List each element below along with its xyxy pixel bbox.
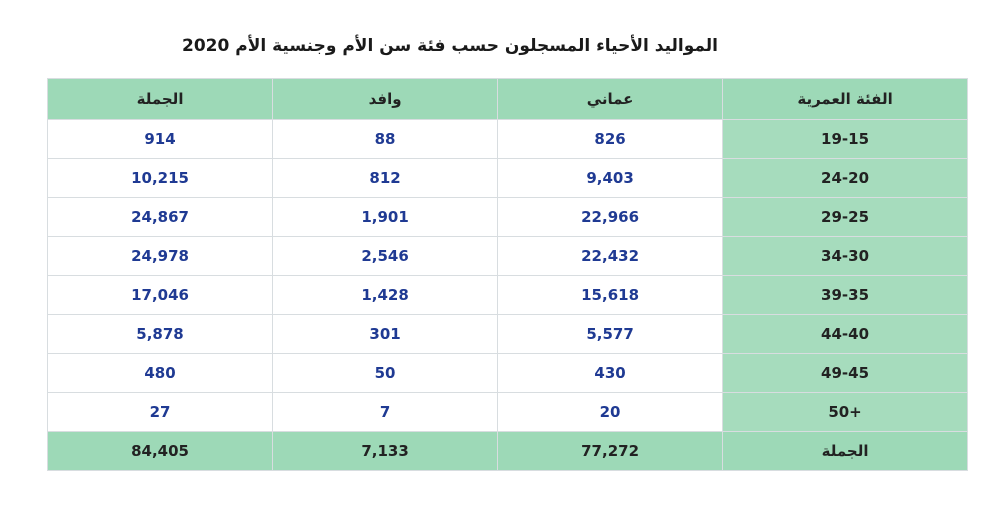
age-group: 39-35 [722, 275, 968, 315]
cell: 15,618 [497, 275, 724, 315]
column-header: عماني [497, 78, 724, 120]
age-group: 34-30 [722, 236, 968, 276]
cell: 50 [272, 353, 499, 393]
cell: 9,403 [497, 158, 724, 198]
cell: 5,577 [497, 314, 724, 354]
table-row: 34-30 22,432 2,546 24,978 [46, 236, 968, 276]
column-header: الفئة العمرية [722, 78, 968, 120]
cell: 826 [497, 119, 724, 159]
age-group: 49-45 [722, 353, 968, 393]
cell: 430 [497, 353, 724, 393]
data-table: الفئة العمرية عماني وافد الجملة 19-15 826 88 9… [46, 78, 968, 471]
age-group: 29-25 [722, 197, 968, 237]
cell: 10,215 [46, 158, 274, 198]
cell: 24,867 [46, 197, 274, 237]
table-row: 44-40 5,577 301 5,878 [46, 314, 968, 354]
column-header: الجملة [46, 78, 274, 120]
cell: 22,966 [497, 197, 724, 237]
table-row: 49-45 430 50 480 [46, 353, 968, 393]
age-group: 24-20 [722, 158, 968, 198]
age-group: 50+ [722, 392, 968, 432]
header-row: الفئة العمرية عماني وافد الجملة [46, 78, 968, 120]
cell: 1,428 [272, 275, 499, 315]
cell: 88 [272, 119, 499, 159]
cell: 2,546 [272, 236, 499, 276]
cell: 24,978 [46, 236, 274, 276]
title: المواليد الأحياء المسجلون حسب فئة سن الأ… [182, 36, 718, 56]
cell: 7 [272, 392, 499, 432]
table-body: 19-15 826 88 914 24-20 9,403 812 10,215 29-25 22,… [46, 119, 968, 471]
total-cell: 77,272 [497, 431, 724, 471]
total-cell: 84,405 [46, 431, 274, 471]
cell: 914 [46, 119, 274, 159]
cell: 5,878 [46, 314, 274, 354]
cell: 22,432 [497, 236, 724, 276]
age-group: 44-40 [722, 314, 968, 354]
total-cell: 7,133 [272, 431, 499, 471]
total-row: الجملة 77,272 7,133 84,405 [46, 431, 968, 471]
cell: 17,046 [46, 275, 274, 315]
column-header: وافد [272, 78, 499, 120]
cell: 301 [272, 314, 499, 354]
table-row: 50+ 20 7 27 [46, 392, 968, 432]
age-group: 19-15 [722, 119, 968, 159]
table-row: 39-35 15,618 1,428 17,046 [46, 275, 968, 315]
total-label: الجملة [722, 431, 968, 471]
cell: 1,901 [272, 197, 499, 237]
cell: 20 [497, 392, 724, 432]
table-row: 19-15 826 88 914 [46, 119, 968, 159]
table-row: 29-25 22,966 1,901 24,867 [46, 197, 968, 237]
cell: 27 [46, 392, 274, 432]
cell: 480 [46, 353, 274, 393]
cell: 812 [272, 158, 499, 198]
table-row: 24-20 9,403 812 10,215 [46, 158, 968, 198]
